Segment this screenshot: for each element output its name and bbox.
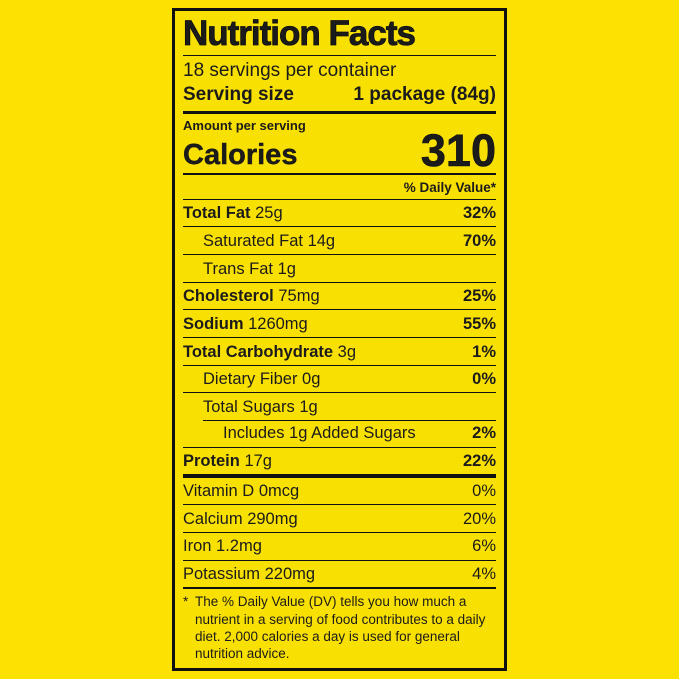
daily-value-footnote: * The % Daily Value (DV) tells you how m… — [183, 589, 496, 662]
separator-bar-thick-bottom — [183, 474, 496, 478]
footnote-asterisk: * — [183, 594, 189, 610]
nutrient-name-amount: Protein 17g — [183, 452, 272, 471]
nutrient-row-protein: Protein 17g 22% — [183, 446, 496, 475]
nutrient-dv: 0% — [472, 370, 496, 389]
micronutrient-row-iron: Iron 1.2mg 6% — [183, 531, 496, 560]
nutrient-name-amount: Sodium 1260mg — [183, 314, 308, 333]
nutrient-row-saturated-fat: Saturated Fat 14g 70% — [183, 226, 496, 254]
micronutrient-row-vitamin-d: Vitamin D 0mcg 0% — [183, 478, 496, 505]
nutrient-name-amount: Trans Fat 1g — [203, 259, 296, 278]
nutrient-row-total-sugars: Total Sugars 1g — [183, 392, 496, 420]
nutrient-row-sodium: Sodium 1260mg 55% — [183, 309, 496, 337]
nutrient-row-trans-fat: Trans Fat 1g — [183, 254, 496, 282]
nutrient-dv: 2% — [472, 424, 496, 443]
nutrient-dv: 1% — [472, 342, 496, 361]
nutrient-dv: 6% — [472, 537, 496, 556]
nutrient-name-amount: Saturated Fat 14g — [203, 231, 336, 250]
footnote-text: The % Daily Value (DV) tells you how muc… — [195, 594, 486, 661]
nutrient-name-amount: Iron 1.2mg — [183, 537, 262, 556]
nutrition-facts-label: Nutrition Facts 18 servings per containe… — [172, 8, 507, 671]
nutrient-name-amount: Vitamin D 0mcg — [183, 482, 300, 501]
serving-size-label: Serving size — [183, 83, 294, 105]
nutrient-dv: 32% — [462, 204, 496, 223]
nutrient-dv: 20% — [462, 509, 496, 528]
nutrient-row-total-fat: Total Fat 25g 32% — [183, 198, 496, 227]
servings-per-container: 18 servings per container — [183, 59, 397, 81]
calories-value: 310 — [420, 125, 497, 177]
serving-size-value: 1 package (84g) — [353, 83, 496, 105]
daily-value-header: % Daily Value* — [403, 179, 496, 195]
separator-bar-medium-footnote — [183, 587, 496, 590]
nutrient-dv: 22% — [462, 452, 496, 471]
nutrient-name-amount: Dietary Fiber 0g — [203, 370, 321, 389]
label-title: Nutrition Facts — [183, 15, 496, 56]
calories-label: Calories — [183, 139, 298, 172]
nutrient-dv: 55% — [462, 314, 496, 333]
nutrient-dv: 4% — [472, 565, 496, 584]
calories-row: Calories 310 — [183, 125, 497, 177]
nutrient-dv: 25% — [462, 287, 496, 306]
nutrient-row-total-carbohydrate: Total Carbohydrate 3g 1% — [183, 337, 496, 365]
nutrient-name-amount: Total Fat 25g — [183, 204, 283, 223]
nutrient-dv: 70% — [462, 231, 496, 250]
amount-per-serving: Amount per serving — [183, 118, 306, 133]
separator-bar-medium-calories — [183, 173, 496, 175]
nutrient-name-amount: Total Sugars 1g — [203, 397, 318, 416]
nutrient-name-amount: Calcium 290mg — [183, 509, 298, 528]
nutrient-name-amount: Includes 1g Added Sugars — [223, 424, 416, 443]
nutrient-row-added-sugars: Includes 1g Added Sugars 2% — [183, 419, 496, 447]
nutrient-name-amount: Potassium 220mg — [183, 565, 316, 584]
micronutrient-row-calcium: Calcium 290mg 20% — [183, 504, 496, 532]
nutrient-name-amount: Cholesterol 75mg — [183, 287, 320, 306]
nutrient-row-cholesterol: Cholesterol 75mg 25% — [183, 281, 496, 310]
nutrient-dv: 0% — [472, 482, 496, 501]
nutrient-name-amount: Total Carbohydrate 3g — [183, 342, 356, 361]
nutrient-row-dietary-fiber: Dietary Fiber 0g 0% — [183, 364, 496, 393]
micronutrient-row-potassium: Potassium 220mg 4% — [183, 559, 496, 588]
separator-bar-thick-top — [183, 110, 496, 114]
serving-size-row: Serving size 1 package (84g) — [183, 83, 496, 111]
